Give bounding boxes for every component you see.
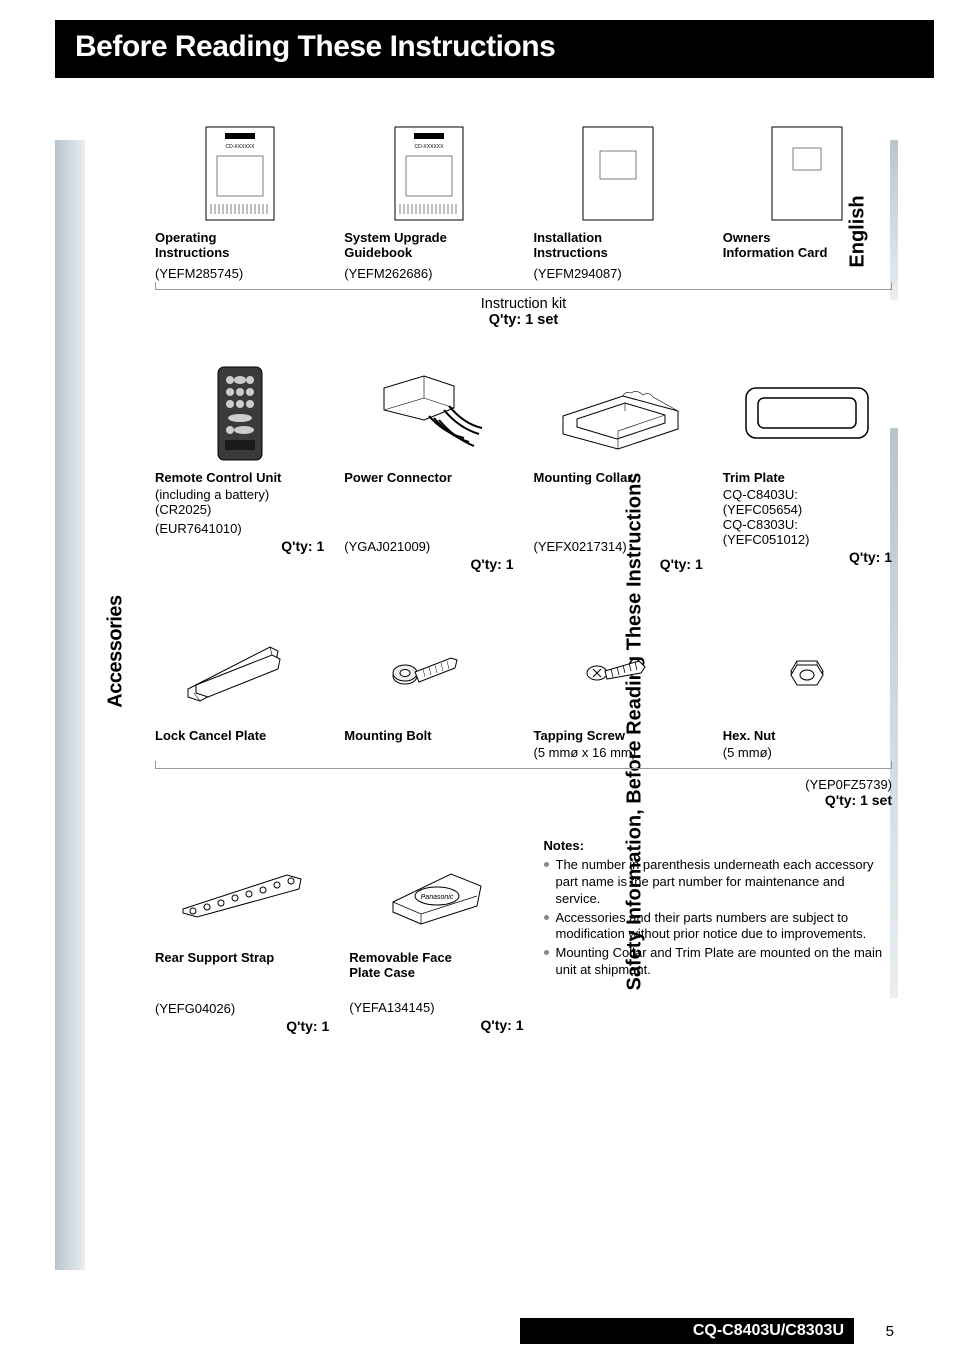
case-icon: Panasonic bbox=[349, 838, 523, 948]
item-sub: (5 mmø) bbox=[723, 745, 892, 760]
cell-owners-card: Owners Information Card bbox=[723, 118, 892, 281]
accessories-grid: CD-XXXXXX Operating Instructions (YEFM28… bbox=[155, 118, 892, 1042]
set-part: (YEP0FZ5739) bbox=[155, 777, 892, 792]
row-4: Rear Support Strap (YEFG04026) Q'ty: 1 P… bbox=[155, 838, 892, 1042]
cell-trim-plate: Trim Plate CQ-C8403U: (YEFC05654) CQ-C83… bbox=[723, 358, 892, 572]
note-item: Accessories and their parts numbers are … bbox=[544, 910, 893, 944]
nut-icon bbox=[723, 616, 892, 726]
svg-text:Panasonic: Panasonic bbox=[421, 894, 454, 901]
item-sub bbox=[534, 487, 703, 535]
lock-plate-icon bbox=[155, 616, 324, 726]
item-part: (YEFM294087) bbox=[534, 262, 703, 281]
kit-qty: Q'ty: 1 set bbox=[155, 312, 892, 328]
cell-face-plate-case: Panasonic Removable Face Plate Case (YEF… bbox=[349, 838, 523, 1034]
sheet-icon bbox=[534, 118, 703, 228]
strap-icon bbox=[155, 838, 329, 948]
model-number: CQ-C8403U/C8303U bbox=[693, 1322, 844, 1340]
svg-text:CD-XXXXXX: CD-XXXXXX bbox=[414, 144, 444, 150]
footer-model-bar: CQ-C8403U/C8303U bbox=[520, 1318, 854, 1344]
cell-hex-nut: Hex. Nut (5 mmø) bbox=[723, 616, 892, 760]
row-2: Remote Control Unit (including a battery… bbox=[155, 358, 892, 580]
item-sub bbox=[344, 487, 513, 535]
cell-operating-instructions: CD-XXXXXX Operating Instructions (YEFM28… bbox=[155, 118, 324, 281]
trim-plate-icon bbox=[723, 358, 892, 468]
item-sub: (5 mmø x 16 mm) bbox=[534, 745, 703, 760]
cell-upgrade-guidebook: CD-XXXXXX System Upgrade Guidebook (YEFM… bbox=[344, 118, 513, 281]
item-sub: (including a battery) (CR2025) bbox=[155, 487, 324, 517]
booklet-icon: CD-XXXXXX bbox=[344, 118, 513, 228]
item-title: Operating Instructions bbox=[155, 228, 324, 262]
item-title: Installation Instructions bbox=[534, 228, 703, 262]
page-number: 5 bbox=[886, 1323, 894, 1340]
cell-mounting-bolt: Mounting Bolt bbox=[344, 616, 513, 760]
cell-mounting-collar: Mounting Collar (YEFX0217314) Q'ty: 1 bbox=[534, 358, 703, 572]
booklet-icon: CD-XXXXXX bbox=[155, 118, 324, 228]
item-qty: Q'ty: 1 bbox=[723, 547, 892, 565]
kit-label: Instruction kit bbox=[155, 296, 892, 312]
page-title: Before Reading These Instructions bbox=[75, 30, 934, 64]
item-part bbox=[723, 262, 892, 266]
item-title: Mounting Collar bbox=[534, 468, 703, 487]
item-sub bbox=[349, 982, 523, 996]
cell-lock-cancel-plate: Lock Cancel Plate bbox=[155, 616, 324, 760]
cell-installation-instructions: Installation Instructions (YEFM294087) bbox=[534, 118, 703, 281]
item-part: (YEFG04026) bbox=[155, 997, 329, 1016]
item-part: (YGAJ021009) bbox=[344, 535, 513, 554]
item-title: Tapping Screw bbox=[534, 726, 703, 745]
item-qty: Q'ty: 1 bbox=[349, 1015, 523, 1033]
kit-row: CD-XXXXXX Operating Instructions (YEFM28… bbox=[155, 118, 892, 290]
item-title: Power Connector bbox=[344, 468, 513, 487]
bolt-icon bbox=[344, 616, 513, 726]
page-header: Before Reading These Instructions bbox=[55, 20, 934, 78]
item-title: Lock Cancel Plate bbox=[155, 726, 324, 745]
item-qty: Q'ty: 1 bbox=[534, 554, 703, 572]
notes: Notes: The number in parenthesis underne… bbox=[544, 838, 893, 1034]
connector-icon bbox=[344, 358, 513, 468]
item-qty: Q'ty: 1 bbox=[155, 1016, 329, 1034]
cell-tapping-screw: Tapping Screw (5 mmø x 16 mm) bbox=[534, 616, 703, 760]
svg-text:CD-XXXXXX: CD-XXXXXX bbox=[225, 144, 255, 150]
content: CD-XXXXXX Operating Instructions (YEFM28… bbox=[55, 78, 902, 1042]
item-title: Remote Control Unit bbox=[155, 468, 324, 487]
screw-icon bbox=[534, 616, 703, 726]
item-sub: CQ-C8403U: (YEFC05654) CQ-C8303U: (YEFC0… bbox=[723, 487, 892, 547]
item-title: Hex. Nut bbox=[723, 726, 892, 745]
item-qty: Q'ty: 1 bbox=[344, 554, 513, 572]
cell-rear-support-strap: Rear Support Strap (YEFG04026) Q'ty: 1 bbox=[155, 838, 329, 1034]
sheet-icon bbox=[723, 118, 892, 228]
item-part: (YEFM262686) bbox=[344, 262, 513, 281]
collar-icon bbox=[534, 358, 703, 468]
item-title: System Upgrade Guidebook bbox=[344, 228, 513, 262]
notes-title: Notes: bbox=[544, 838, 893, 855]
item-title: Trim Plate bbox=[723, 468, 892, 487]
row-3: Lock Cancel Plate Mounting Bolt Tapping … bbox=[155, 616, 892, 769]
note-item: Mounting Collar and Trim Plate are mount… bbox=[544, 945, 893, 979]
item-title: Rear Support Strap bbox=[155, 948, 329, 967]
item-title: Removable Face Plate Case bbox=[349, 948, 523, 982]
item-qty: Q'ty: 1 bbox=[155, 536, 324, 554]
note-item: The number in parenthesis underneath eac… bbox=[544, 857, 893, 908]
cell-power-connector: Power Connector (YGAJ021009) Q'ty: 1 bbox=[344, 358, 513, 572]
item-title: Mounting Bolt bbox=[344, 726, 513, 745]
item-sub bbox=[155, 967, 329, 997]
item-part: (YEFX0217314) bbox=[534, 535, 703, 554]
item-title: Owners Information Card bbox=[723, 228, 892, 262]
remote-icon bbox=[155, 358, 324, 468]
item-part: (YEFA134145) bbox=[349, 996, 523, 1015]
item-part: (EUR7641010) bbox=[155, 517, 324, 536]
set-qty: Q'ty: 1 set bbox=[155, 792, 892, 808]
item-part: (YEFM285745) bbox=[155, 262, 324, 281]
cell-remote: Remote Control Unit (including a battery… bbox=[155, 358, 324, 572]
